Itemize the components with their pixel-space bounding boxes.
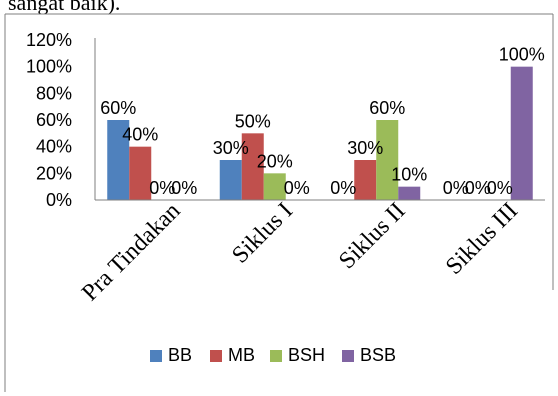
category-label-1: Pra Tindakan (77, 198, 185, 306)
data-label-bsh-4: 0% (487, 178, 513, 198)
bar-bb-2 (219, 160, 242, 200)
category-label-2: Siklus I (227, 198, 298, 269)
y-tick-label: 0% (46, 190, 72, 210)
bar-bb-1 (107, 120, 130, 200)
header-fragment-text: sangat baik). (8, 0, 121, 15)
data-label-bsb-2: 0% (284, 178, 310, 198)
legend: BB MB BSH BSB (150, 345, 396, 365)
data-label-bsb-1: 0% (171, 178, 197, 198)
bar-bsh-2 (263, 173, 286, 200)
legend-swatch-mb (210, 350, 222, 362)
bar-mb-2 (241, 133, 264, 200)
legend-label-bb: BB (168, 345, 192, 365)
x-axis-categories: Pra Tindakan Siklus I Siklus II Siklus III (77, 198, 523, 306)
data-labels-group: 60%30%0% 0%40%50%30%0%0%20%60%0%0% 0%10%10… (100, 45, 545, 198)
category-label-3: Siklus II (334, 198, 410, 274)
y-tick-label: 60% (36, 110, 72, 130)
legend-label-mb: MB (228, 345, 255, 365)
category-label-4: Siklus III (441, 198, 523, 280)
data-label-bb-4: 0% (443, 178, 469, 198)
bar-mb-3 (354, 160, 377, 200)
legend-label-bsb: BSB (360, 345, 396, 365)
data-label-bb-2: 30% (213, 138, 249, 158)
data-label-mb-2: 50% (235, 111, 271, 131)
legend-swatch-bsb (342, 350, 354, 362)
legend-swatch-bsh (270, 350, 282, 362)
y-tick-label: 40% (36, 137, 72, 157)
bars-group (107, 66, 533, 201)
data-label-bsb-3: 10% (391, 165, 427, 185)
data-label-bsh-1: 0% (149, 178, 175, 198)
legend-swatch-bb (150, 350, 162, 362)
data-label-mb-4: 0% (465, 178, 491, 198)
data-label-bsh-2: 20% (257, 151, 293, 171)
y-axis-ticks: 0% 20% 40% 60% 80% 100% 120% (26, 30, 72, 210)
data-label-mb-1: 40% (122, 125, 158, 145)
data-label-mb-3: 30% (347, 138, 383, 158)
y-tick-label: 20% (36, 163, 72, 183)
legend-label-bsh: BSH (288, 345, 325, 365)
data-label-bsb-4: 100% (499, 45, 545, 65)
bar-bsb-3 (398, 186, 421, 200)
bar-mb-1 (129, 146, 152, 200)
data-label-bb-1: 60% (100, 98, 136, 118)
y-tick-label: 120% (26, 30, 72, 50)
bar-bsb-4 (510, 66, 533, 201)
bar-bsh-3 (376, 120, 399, 200)
y-tick-label: 100% (26, 57, 72, 77)
data-label-bsh-3: 60% (369, 98, 405, 118)
data-label-bb-3: 0% (330, 178, 356, 198)
y-tick-label: 80% (36, 83, 72, 103)
